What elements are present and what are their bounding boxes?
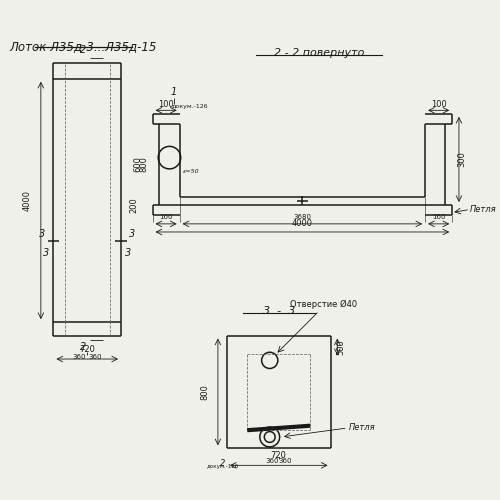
- Text: 360: 360: [265, 458, 278, 464]
- Text: 4000: 4000: [292, 219, 313, 228]
- Text: 500: 500: [336, 339, 345, 354]
- Text: 100: 100: [158, 100, 174, 110]
- Text: ε=50: ε=50: [183, 169, 200, 174]
- Text: 3: 3: [125, 248, 132, 258]
- Text: 160: 160: [160, 214, 173, 220]
- Text: 800: 800: [201, 384, 210, 400]
- Text: 3680: 3680: [294, 214, 312, 220]
- Text: 2: 2: [80, 342, 86, 352]
- Text: 800: 800: [139, 156, 148, 172]
- Text: 3: 3: [129, 229, 136, 239]
- Text: 600: 600: [134, 156, 142, 172]
- Text: докум.-126: докум.-126: [172, 104, 208, 108]
- Text: 100: 100: [431, 100, 446, 110]
- Text: 1: 1: [171, 87, 177, 97]
- Text: 360: 360: [278, 458, 292, 464]
- Text: Отверстие Ø40: Отверстие Ø40: [290, 300, 358, 308]
- Text: докум.-126: докум.-126: [206, 464, 238, 469]
- Text: 360: 360: [72, 354, 86, 360]
- Text: Петля: Петля: [470, 205, 497, 214]
- Text: 360: 360: [88, 354, 102, 360]
- Text: 4000: 4000: [23, 190, 32, 211]
- Text: 300: 300: [458, 152, 466, 168]
- Text: 3: 3: [39, 229, 46, 239]
- Text: Петля: Петля: [348, 424, 375, 432]
- Text: 3  -  3: 3 - 3: [262, 306, 295, 316]
- Text: 2 - 2 повернуто: 2 - 2 повернуто: [274, 48, 364, 58]
- Text: 3: 3: [43, 248, 50, 258]
- Text: 2: 2: [220, 460, 225, 468]
- Text: Лоток Л35д-3...Л35д-15: Лоток Л35д-3...Л35д-15: [9, 40, 156, 54]
- Text: 720: 720: [271, 451, 286, 460]
- Text: 200: 200: [129, 198, 138, 214]
- Text: 2: 2: [80, 45, 86, 55]
- Text: 160: 160: [432, 214, 446, 220]
- Text: 720: 720: [80, 344, 95, 354]
